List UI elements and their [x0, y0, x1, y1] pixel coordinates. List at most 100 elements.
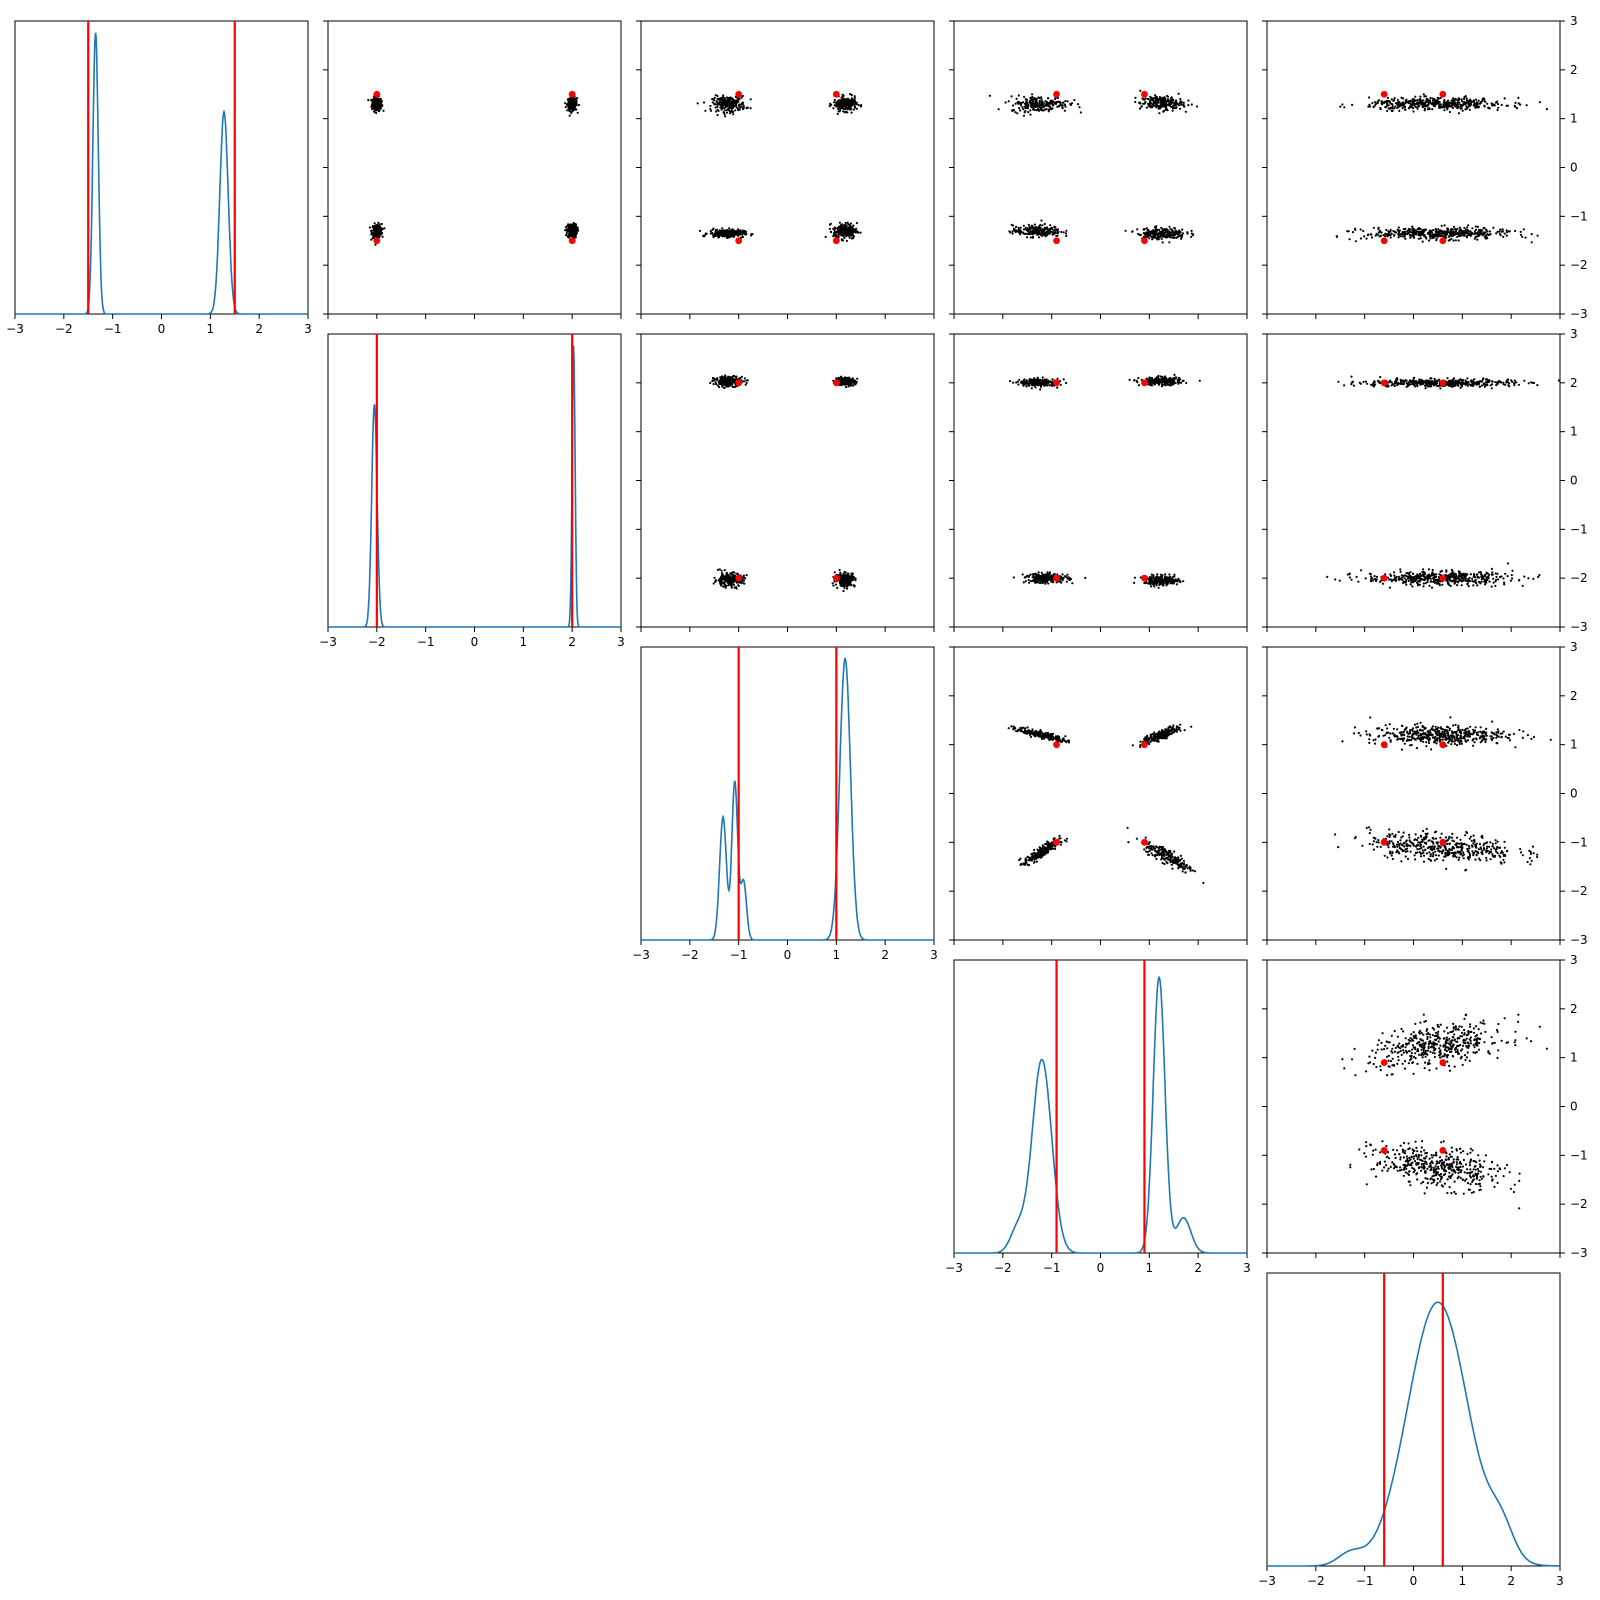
sample-point-0-1-1	[574, 108, 577, 111]
sample-point-0-3-3	[1181, 232, 1185, 235]
sample-point-0-4-1	[1480, 232, 1483, 235]
sample-point-0-4-0	[1387, 104, 1390, 107]
sample-point-0-4-0	[1368, 103, 1371, 106]
sample-point-1-2-1	[845, 386, 848, 389]
sample-point-0-3-0	[1064, 100, 1067, 103]
sample-point-1-2-0	[730, 376, 733, 379]
x-tick-label-1-1-0: −3	[319, 635, 337, 649]
sample-point-0-2-2	[698, 229, 702, 232]
sample-point-0-3-1	[1169, 105, 1173, 108]
sample-point-0-4-0	[1445, 104, 1448, 108]
sample-point-1-2-2	[742, 579, 745, 582]
sample-point-1-2-3	[843, 586, 846, 590]
sample-point-0-1-1	[568, 108, 572, 111]
x-tick-label-4-4-3: 0	[1410, 1574, 1418, 1588]
sample-point-0-4-0	[1517, 96, 1520, 99]
sample-point-0-4-0	[1472, 99, 1475, 102]
sample-point-0-2-0	[745, 107, 748, 110]
sample-point-0-2-1	[853, 95, 856, 98]
sample-point-0-4-1	[1492, 226, 1495, 229]
sample-point-0-3-3	[1176, 236, 1179, 239]
sample-point-0-2-0	[728, 102, 731, 105]
sample-point-0-2-0	[727, 107, 730, 110]
sample-point-0-2-1	[839, 100, 842, 103]
sample-point-0-4-1	[1417, 237, 1420, 240]
sample-point-0-3-2	[1041, 234, 1044, 237]
sample-point-0-4-1	[1362, 229, 1365, 233]
sample-point-1-2-0	[727, 385, 730, 388]
sample-point-0-4-1	[1477, 228, 1481, 232]
sample-point-0-4-1	[1370, 233, 1373, 236]
sample-point-0-1-3	[568, 234, 571, 238]
sample-point-0-4-1	[1465, 231, 1468, 234]
sample-point-0-2-3	[847, 232, 850, 235]
sample-point-1-2-0	[719, 376, 722, 379]
sample-point-0-3-0	[1057, 100, 1060, 104]
sample-point-1-3-1	[1160, 385, 1164, 388]
sample-point-0-3-0	[1022, 101, 1025, 104]
sample-point-0-3-0	[1017, 101, 1020, 104]
sample-point-0-3-1	[1157, 101, 1160, 104]
sample-point-0-4-0	[1452, 97, 1455, 100]
sample-point-0-3-3	[1175, 231, 1178, 234]
sample-point-0-4-1	[1417, 228, 1420, 231]
sample-point-1-2-2	[725, 577, 728, 581]
sample-point-0-3-0	[1033, 102, 1036, 105]
sample-point-0-2-1	[849, 107, 852, 110]
truth-marker-0-3-3	[1053, 237, 1060, 245]
sample-point-1-2-2	[718, 568, 721, 571]
x-tick-label-1-1-4: 1	[520, 635, 528, 649]
sample-point-0-2-3	[833, 226, 836, 229]
sample-point-0-1-2	[378, 226, 381, 229]
sample-point-0-3-2	[1011, 230, 1014, 233]
sample-point-0-3-1	[1178, 107, 1182, 110]
sample-point-0-3-1	[1158, 112, 1161, 115]
sample-point-0-4-1	[1443, 231, 1446, 234]
sample-point-1-3-0	[1050, 381, 1053, 384]
sample-point-0-2-0	[742, 104, 745, 107]
sample-point-1-2-1	[845, 377, 848, 380]
sample-point-0-1-2	[370, 231, 373, 234]
sample-point-0-3-1	[1138, 107, 1142, 110]
sample-point-0-3-0	[1049, 99, 1052, 102]
sample-point-0-4-1	[1430, 229, 1433, 232]
sample-point-0-4-1	[1446, 227, 1449, 230]
sample-point-1-2-1	[851, 377, 854, 380]
sample-point-0-3-3	[1154, 230, 1157, 234]
sample-point-1-2-0	[723, 386, 726, 390]
sample-point-0-4-0	[1374, 102, 1378, 105]
sample-point-0-4-0	[1448, 110, 1452, 114]
sample-point-0-4-0	[1418, 98, 1421, 101]
sample-point-0-4-0	[1388, 107, 1391, 110]
sample-point-0-3-1	[1187, 99, 1190, 102]
sample-point-1-3-0	[1062, 378, 1065, 381]
sample-point-0-2-0	[732, 113, 735, 116]
sample-point-0-2-0	[711, 98, 714, 101]
sample-point-0-2-0	[724, 115, 727, 118]
sample-point-0-4-0	[1451, 106, 1455, 109]
sample-point-1-2-1	[848, 380, 851, 383]
sample-point-0-3-2	[1041, 224, 1044, 227]
sample-point-1-2-2	[714, 580, 717, 583]
sample-point-1-2-3	[843, 582, 846, 585]
density-panel-1: −3 −2 −1 0 1 2 3	[319, 333, 625, 649]
sample-point-0-4-0	[1431, 108, 1434, 111]
sample-point-0-4-0	[1477, 99, 1480, 102]
x-tick-label-1-1-2: −1	[417, 635, 435, 649]
sample-point-1-2-0	[727, 380, 731, 383]
sample-point-1-2-0	[716, 384, 719, 387]
sample-point-0-2-2	[731, 233, 734, 237]
sample-point-0-3-0	[1045, 103, 1048, 106]
sample-point-1-2-0	[739, 376, 742, 380]
sample-point-0-2-0	[728, 110, 732, 113]
sample-point-0-3-1	[1151, 105, 1154, 108]
sample-point-0-4-0	[1420, 103, 1423, 106]
sample-point-0-4-0	[1394, 105, 1397, 108]
sample-point-0-2-1	[846, 111, 849, 114]
sample-point-1-2-1	[856, 377, 859, 380]
sample-point-0-3-0	[1029, 99, 1032, 102]
sample-point-0-2-3	[841, 223, 844, 226]
sample-point-0-2-0	[716, 113, 719, 117]
sample-point-1-3-0	[1043, 379, 1046, 382]
density-panel-2: −3 −2 −1 0 1 2 3	[632, 646, 938, 962]
